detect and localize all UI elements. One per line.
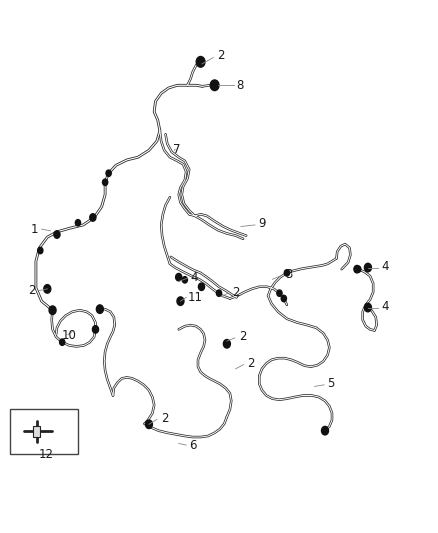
- Circle shape: [96, 305, 103, 313]
- Circle shape: [75, 220, 81, 226]
- Text: 12: 12: [39, 448, 53, 461]
- Text: 4: 4: [191, 271, 198, 284]
- Circle shape: [196, 56, 205, 67]
- Text: 5: 5: [328, 377, 335, 390]
- Text: 2: 2: [217, 50, 224, 62]
- Circle shape: [223, 340, 230, 348]
- Circle shape: [177, 297, 184, 305]
- Circle shape: [216, 290, 222, 296]
- Circle shape: [364, 263, 371, 272]
- Circle shape: [145, 420, 152, 429]
- Circle shape: [281, 295, 286, 302]
- Circle shape: [182, 277, 187, 283]
- Circle shape: [321, 426, 328, 435]
- Circle shape: [38, 247, 43, 254]
- Circle shape: [92, 326, 99, 333]
- Text: 7: 7: [173, 143, 180, 156]
- Circle shape: [49, 306, 56, 314]
- Circle shape: [48, 427, 54, 435]
- Circle shape: [356, 266, 361, 272]
- Text: 2: 2: [247, 357, 255, 370]
- Circle shape: [90, 214, 96, 221]
- Circle shape: [277, 290, 282, 296]
- Circle shape: [284, 270, 290, 276]
- Text: 2: 2: [28, 284, 36, 297]
- Text: 8: 8: [237, 79, 244, 92]
- Circle shape: [364, 303, 371, 312]
- Text: 6: 6: [189, 439, 197, 451]
- Circle shape: [210, 80, 219, 91]
- Circle shape: [54, 231, 60, 238]
- Circle shape: [44, 285, 51, 293]
- Circle shape: [176, 273, 182, 281]
- Text: 4: 4: [381, 300, 389, 313]
- Text: 4: 4: [381, 260, 389, 273]
- Text: 3: 3: [285, 268, 292, 281]
- Text: 2: 2: [232, 286, 240, 298]
- Circle shape: [102, 179, 108, 185]
- Text: 11: 11: [187, 291, 202, 304]
- Text: 2: 2: [239, 330, 246, 343]
- Text: 9: 9: [258, 217, 266, 230]
- Circle shape: [21, 427, 28, 435]
- Circle shape: [354, 265, 360, 273]
- Circle shape: [198, 283, 205, 290]
- Bar: [33, 426, 40, 437]
- Circle shape: [106, 170, 111, 176]
- Text: 10: 10: [61, 329, 76, 342]
- Bar: [10, 409, 78, 454]
- Text: 2: 2: [161, 412, 169, 425]
- Text: 1: 1: [31, 223, 38, 236]
- Circle shape: [60, 339, 65, 345]
